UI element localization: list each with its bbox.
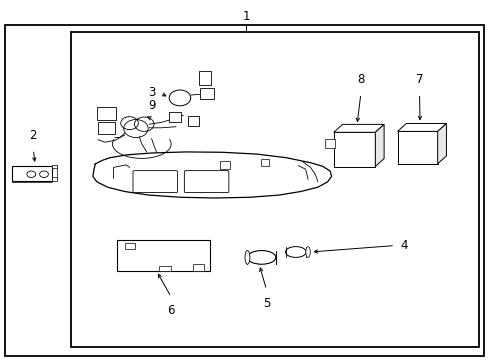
- Bar: [117, 240, 210, 271]
- Text: 8: 8: [356, 73, 364, 86]
- Ellipse shape: [305, 247, 309, 257]
- Polygon shape: [437, 123, 446, 164]
- Bar: [260, 159, 269, 166]
- Circle shape: [27, 171, 36, 177]
- Bar: [397, 131, 437, 164]
- Bar: [52, 177, 57, 181]
- Ellipse shape: [247, 251, 275, 264]
- Text: 9: 9: [147, 99, 155, 112]
- Text: 4: 4: [399, 239, 407, 252]
- Circle shape: [169, 90, 190, 106]
- Ellipse shape: [285, 247, 305, 257]
- Bar: [98, 122, 115, 134]
- Bar: [199, 71, 211, 85]
- Text: 1: 1: [242, 10, 249, 23]
- Bar: [200, 88, 213, 99]
- Bar: [333, 132, 375, 166]
- Bar: [124, 243, 135, 249]
- Text: 7: 7: [415, 73, 423, 86]
- Bar: [12, 166, 52, 181]
- Bar: [325, 139, 334, 148]
- Bar: [71, 32, 478, 347]
- Text: 5: 5: [262, 297, 270, 310]
- Text: 3: 3: [148, 86, 155, 99]
- Circle shape: [40, 171, 48, 177]
- Bar: [193, 265, 203, 271]
- FancyBboxPatch shape: [184, 171, 228, 193]
- Bar: [187, 116, 198, 126]
- Polygon shape: [375, 125, 384, 166]
- Text: 6: 6: [167, 304, 175, 317]
- Ellipse shape: [244, 251, 249, 264]
- Text: 2: 2: [29, 129, 37, 142]
- FancyBboxPatch shape: [133, 171, 177, 193]
- Bar: [219, 161, 230, 169]
- Polygon shape: [333, 125, 384, 132]
- Bar: [52, 165, 57, 168]
- Bar: [169, 112, 181, 122]
- Polygon shape: [397, 123, 446, 131]
- Bar: [97, 107, 116, 120]
- Bar: [159, 266, 171, 271]
